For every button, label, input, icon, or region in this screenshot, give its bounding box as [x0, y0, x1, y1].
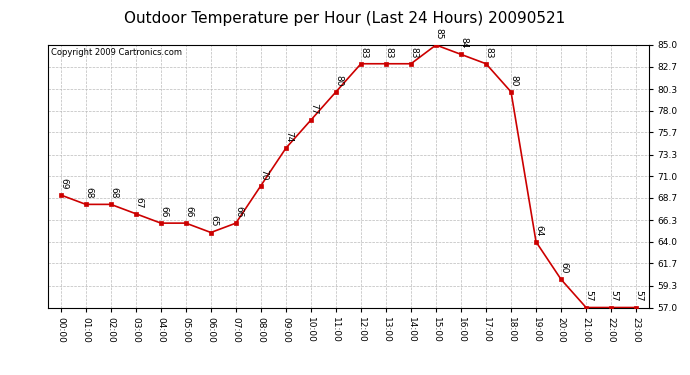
- Text: 60: 60: [560, 262, 569, 274]
- Text: 68: 68: [84, 188, 93, 199]
- Text: Outdoor Temperature per Hour (Last 24 Hours) 20090521: Outdoor Temperature per Hour (Last 24 Ho…: [124, 11, 566, 26]
- Text: 83: 83: [384, 47, 393, 58]
- Text: 66: 66: [159, 206, 168, 218]
- Text: 70: 70: [259, 169, 268, 180]
- Text: 66: 66: [184, 206, 193, 218]
- Text: 83: 83: [359, 47, 368, 58]
- Text: 69: 69: [59, 178, 68, 189]
- Text: 67: 67: [134, 197, 143, 208]
- Text: 84: 84: [460, 38, 469, 49]
- Text: 65: 65: [209, 216, 218, 227]
- Text: 77: 77: [309, 103, 318, 114]
- Text: Copyright 2009 Cartronics.com: Copyright 2009 Cartronics.com: [51, 48, 182, 57]
- Text: 74: 74: [284, 131, 293, 142]
- Text: 57: 57: [609, 291, 618, 302]
- Text: 64: 64: [534, 225, 543, 236]
- Text: 80: 80: [509, 75, 518, 86]
- Text: 68: 68: [109, 188, 118, 199]
- Text: 57: 57: [634, 291, 643, 302]
- Text: 85: 85: [434, 28, 443, 39]
- Text: 80: 80: [334, 75, 343, 86]
- Text: 83: 83: [484, 47, 493, 58]
- Text: 83: 83: [409, 47, 418, 58]
- Text: 57: 57: [584, 291, 593, 302]
- Text: 66: 66: [234, 206, 243, 218]
